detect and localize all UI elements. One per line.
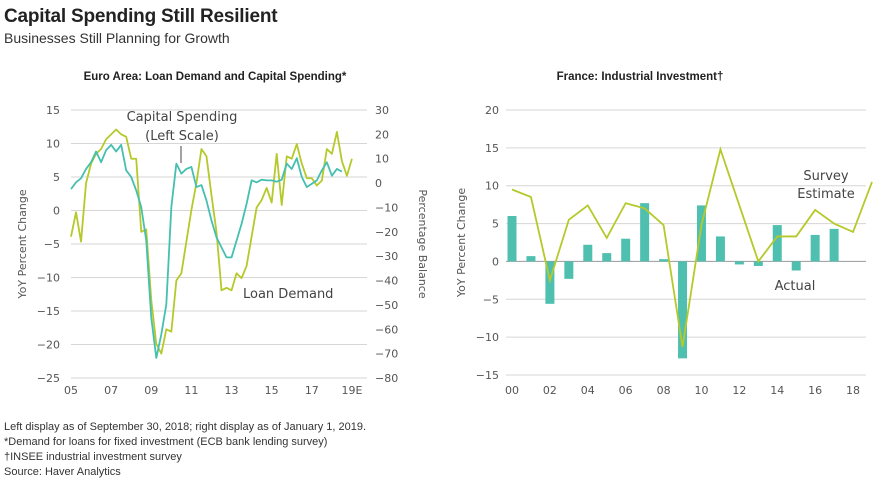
y-tick-label: 0 (492, 255, 499, 268)
loan-demand-annotation: Loan Demand (243, 287, 333, 302)
y-right-tick-label: 20 (375, 128, 389, 141)
actual-bar (564, 261, 574, 279)
y-tick-label: −25 (37, 372, 60, 385)
x-tick-label: 08 (657, 384, 671, 397)
y-tick-label: −15 (476, 369, 499, 382)
y-tick-label: 0 (53, 205, 60, 218)
y-right-tick-label: −30 (375, 250, 398, 263)
x-tick-label: 10 (694, 384, 708, 397)
y-right-tick-label: 0 (375, 177, 382, 190)
survey-annotation: Survey (803, 169, 849, 184)
actual-bar (678, 261, 688, 359)
x-tick-label: 14 (770, 384, 784, 397)
y-tick-label: 10 (46, 138, 60, 151)
y-right-tick-label: −50 (375, 299, 398, 312)
y-tick-label: −5 (483, 293, 499, 306)
right-panel-title: France: Industrial Investment† (556, 71, 724, 83)
left-chart: 15 10 5 0 −5 −10 −15 −20 −25 30 20 10 0 −10 −20 −30 −40 −… (16, 104, 429, 397)
actual-bar (602, 253, 612, 262)
chart-subtitle: Businesses Still Planning for Growth (4, 30, 230, 46)
capital-spending-annotation: Capital Spending (127, 110, 238, 125)
y-right-tick-label: 30 (375, 104, 389, 117)
x-tick-label: 19E (341, 384, 362, 397)
y-axis-label: YoY Percent Change (455, 188, 468, 298)
actual-bar (659, 259, 669, 262)
y-right-axis-label: Percentage Balance (416, 189, 429, 298)
y-right-tick-label: −10 (375, 201, 398, 214)
chart-title: Capital Spending Still Resilient (4, 6, 278, 27)
note-insee: †INSEE industrial investment survey (4, 451, 182, 463)
actual-annotation: Actual (775, 279, 816, 294)
y-right-tick-label: −20 (375, 226, 398, 239)
x-tick-label: 18 (846, 384, 860, 397)
loan-demand-line (70, 128, 353, 355)
note-source: Source: Haver Analytics (4, 466, 121, 478)
y-tick-label: −10 (37, 272, 60, 285)
actual-bar (696, 205, 706, 262)
actual-bar (810, 234, 820, 262)
survey-estimate-line (511, 146, 873, 348)
x-tick-label: 05 (64, 384, 78, 397)
actual-bar (583, 244, 593, 262)
y-axis-label: YoY Percent Change (16, 189, 29, 299)
y-right-tick-label: −70 (375, 348, 398, 361)
actual-bar (640, 203, 650, 262)
actual-bar (753, 261, 763, 266)
note-loan-demand: *Demand for loans for fixed investment (… (4, 436, 328, 448)
actual-bar (621, 238, 631, 262)
y-tick-label: 10 (485, 180, 499, 193)
capital-spending-annotation-scale: (Left Scale) (145, 129, 219, 144)
x-tick-label: 11 (184, 384, 198, 397)
actual-bar (715, 236, 725, 262)
footnotes: Left display as of September 30, 2018; r… (4, 420, 366, 480)
actual-bar (791, 261, 801, 271)
x-tick-label: 06 (619, 384, 633, 397)
y-tick-label: 15 (485, 142, 499, 155)
actual-bar (772, 225, 782, 262)
y-tick-label: 5 (492, 218, 499, 231)
x-tick-label: 09 (144, 384, 158, 397)
capital-spending-line (70, 143, 343, 359)
y-right-tick-label: −80 (375, 372, 398, 385)
survey-annotation-estimate: Estimate (797, 187, 854, 202)
x-tick-label: 15 (265, 384, 279, 397)
x-tick-label: 00 (505, 384, 519, 397)
x-tick-label: 17 (305, 384, 319, 397)
note-dates: Left display as of September 30, 2018; r… (4, 421, 367, 433)
x-tick-label: 13 (225, 384, 239, 397)
x-tick-label: 07 (104, 384, 118, 397)
actual-bar (829, 228, 839, 262)
actual-bar (734, 261, 744, 265)
y-tick-label: 20 (485, 104, 499, 117)
actual-bar (526, 256, 536, 262)
y-tick-label: 5 (53, 171, 60, 184)
actual-bar (507, 216, 517, 262)
y-tick-label: −5 (44, 238, 60, 251)
y-right-tick-label: −60 (375, 323, 398, 336)
left-panel-title: Euro Area: Loan Demand and Capital Spend… (83, 71, 347, 83)
y-tick-label: −15 (37, 305, 60, 318)
x-tick-label: 12 (732, 384, 746, 397)
right-chart: 20 15 10 5 0 −5 −10 −15 00 02 04 06 08 10 12 14 16 18 YoY … (455, 104, 873, 397)
y-tick-label: −20 (37, 339, 60, 352)
y-tick-label: −10 (476, 331, 499, 344)
x-tick-label: 16 (808, 384, 822, 397)
y-right-tick-label: −40 (375, 275, 398, 288)
y-tick-label: 15 (46, 104, 60, 117)
x-tick-label: 04 (581, 384, 595, 397)
y-right-tick-label: 10 (375, 153, 389, 166)
x-tick-label: 02 (543, 384, 557, 397)
